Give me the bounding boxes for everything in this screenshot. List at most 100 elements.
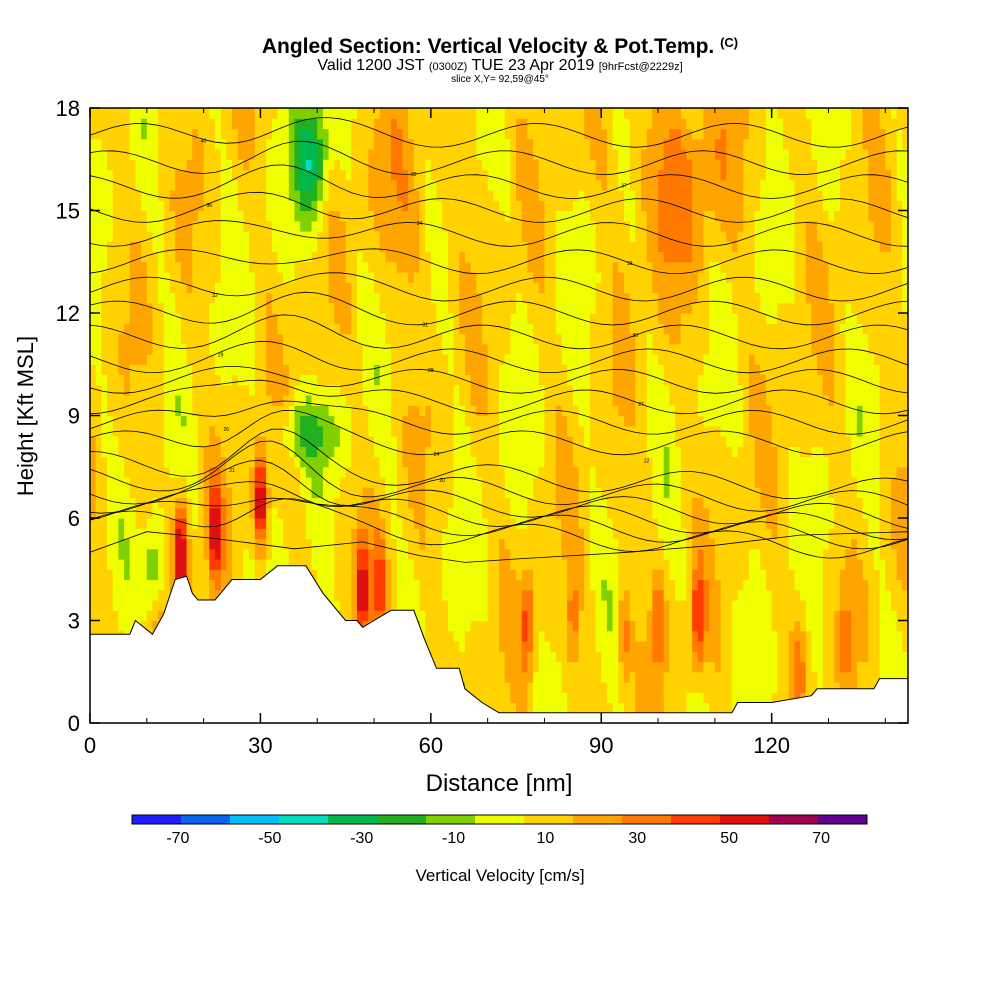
velocity-cell bbox=[521, 456, 528, 468]
velocity-cell bbox=[561, 343, 568, 355]
velocity-cell bbox=[578, 436, 585, 447]
velocity-cell bbox=[107, 446, 114, 458]
velocity-cell bbox=[618, 497, 625, 509]
velocity-cell bbox=[107, 487, 114, 499]
velocity-cell bbox=[464, 579, 472, 591]
velocity-cell bbox=[351, 333, 358, 345]
velocity-cell bbox=[589, 641, 597, 652]
velocity-cell bbox=[561, 528, 568, 540]
velocity-cell bbox=[578, 149, 585, 160]
velocity-cell bbox=[464, 446, 472, 458]
velocity-cell bbox=[584, 671, 591, 683]
velocity-cell bbox=[447, 354, 455, 365]
velocity-cell bbox=[328, 323, 335, 335]
velocity-cell bbox=[510, 149, 517, 160]
velocity-cell bbox=[107, 354, 114, 365]
velocity-cell bbox=[601, 487, 608, 499]
velocity-cell bbox=[601, 231, 608, 242]
velocity-cell bbox=[408, 559, 415, 570]
velocity-cell bbox=[487, 108, 494, 119]
velocity-cell bbox=[260, 333, 267, 345]
velocity-cell bbox=[533, 292, 540, 304]
velocity-cell bbox=[476, 579, 483, 591]
velocity-cell bbox=[606, 641, 614, 652]
velocity-cell bbox=[237, 425, 244, 437]
velocity-cell bbox=[430, 497, 438, 509]
velocity-cell bbox=[271, 548, 279, 560]
velocity-cell bbox=[379, 487, 386, 499]
velocity-cell bbox=[158, 548, 165, 560]
velocity-cell bbox=[391, 231, 398, 242]
velocity-cell bbox=[158, 128, 165, 140]
velocity-cell bbox=[408, 354, 415, 365]
velocity-cell bbox=[595, 579, 602, 591]
velocity-cell bbox=[243, 169, 250, 181]
velocity-cell bbox=[385, 559, 392, 570]
velocity-cell bbox=[527, 415, 534, 427]
velocity-cell bbox=[101, 528, 108, 540]
velocity-cell bbox=[95, 333, 102, 345]
velocity-cell bbox=[243, 497, 250, 509]
velocity-cell bbox=[197, 108, 205, 119]
velocity-cell bbox=[606, 702, 614, 714]
velocity-cell bbox=[169, 231, 176, 242]
velocity-cell bbox=[589, 456, 597, 468]
velocity-cell bbox=[237, 241, 244, 253]
velocity-cell bbox=[232, 241, 239, 253]
velocity-cell bbox=[436, 302, 443, 314]
velocity-cell bbox=[618, 702, 625, 714]
velocity-cell bbox=[146, 200, 154, 212]
velocity-cell bbox=[419, 302, 426, 314]
velocity-cell bbox=[266, 333, 273, 345]
velocity-cell bbox=[612, 487, 619, 499]
velocity-cell bbox=[493, 343, 500, 355]
velocity-cell bbox=[249, 108, 256, 119]
velocity-cell bbox=[158, 610, 165, 622]
velocity-cell bbox=[107, 138, 114, 150]
velocity-cell bbox=[516, 282, 523, 294]
velocity-cell bbox=[351, 231, 358, 242]
velocity-cell bbox=[379, 261, 386, 273]
velocity-cell bbox=[294, 179, 301, 191]
velocity-cell bbox=[510, 600, 517, 611]
velocity-cell bbox=[391, 138, 398, 150]
velocity-cell bbox=[499, 487, 506, 499]
velocity-cell bbox=[544, 497, 551, 509]
velocity-cell bbox=[578, 548, 585, 560]
velocity-cell bbox=[533, 538, 540, 550]
velocity-cell bbox=[288, 190, 296, 201]
velocity-cell bbox=[419, 118, 426, 130]
velocity-cell bbox=[447, 313, 455, 324]
velocity-cell bbox=[499, 538, 506, 550]
velocity-cell bbox=[623, 620, 631, 632]
velocity-cell bbox=[124, 569, 131, 581]
velocity-cell bbox=[124, 292, 131, 304]
velocity-cell bbox=[516, 210, 523, 222]
velocity-cell bbox=[538, 261, 546, 273]
velocity-cell bbox=[504, 302, 511, 314]
velocity-cell bbox=[487, 333, 494, 345]
velocity-cell bbox=[158, 600, 165, 611]
velocity-cell bbox=[396, 538, 404, 550]
velocity-cell bbox=[425, 272, 432, 283]
velocity-cell bbox=[209, 313, 216, 324]
velocity-cell bbox=[487, 118, 494, 130]
velocity-cell bbox=[612, 610, 619, 622]
velocity-cell bbox=[129, 210, 137, 222]
velocity-cell bbox=[345, 282, 352, 294]
velocity-cell bbox=[277, 108, 284, 119]
velocity-cell bbox=[533, 630, 540, 642]
velocity-cell bbox=[95, 200, 102, 212]
velocity-cell bbox=[550, 159, 557, 171]
velocity-cell bbox=[521, 682, 528, 693]
velocity-cell bbox=[561, 559, 568, 570]
velocity-cell bbox=[169, 569, 176, 581]
velocity-cell bbox=[311, 569, 318, 581]
velocity-cell bbox=[504, 651, 511, 663]
velocity-cell bbox=[589, 343, 597, 355]
velocity-cell bbox=[214, 333, 222, 345]
velocity-cell bbox=[311, 436, 318, 447]
velocity-cell bbox=[95, 497, 102, 509]
velocity-cell bbox=[374, 272, 381, 283]
velocity-cell bbox=[220, 354, 227, 365]
